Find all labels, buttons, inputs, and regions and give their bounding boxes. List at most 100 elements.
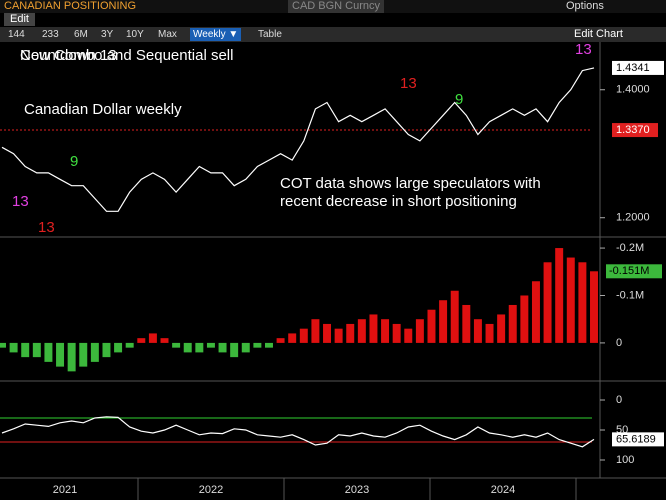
chart: 2021 2022 2023 2024 1.2000 1.4000 1.3370 1.4341… [0, 42, 666, 500]
x-tick-label: 2023 [345, 484, 369, 496]
bar [543, 262, 552, 343]
bar [357, 319, 366, 343]
bar [67, 342, 76, 372]
bar [299, 328, 308, 343]
value-box [612, 123, 658, 138]
reference-label: 1.3370 [616, 124, 650, 136]
bar [404, 328, 413, 343]
bar [381, 319, 390, 343]
count-label: 9 [70, 153, 78, 170]
last-value-box [612, 432, 664, 447]
y-tick-label: 0 [616, 394, 622, 406]
edit-menu[interactable]: Edit [4, 13, 35, 26]
bar [590, 271, 598, 343]
bar [102, 342, 111, 358]
bar [427, 309, 436, 343]
count-label: 13 [12, 193, 29, 210]
bar [369, 314, 378, 343]
bar [578, 262, 587, 343]
bar [288, 333, 297, 343]
bar [137, 338, 146, 343]
last-value-box [612, 60, 664, 75]
bar [218, 342, 227, 353]
toolbar-button[interactable]: 233 [42, 29, 59, 40]
bar [276, 338, 285, 343]
bar [566, 257, 575, 343]
bar [264, 342, 273, 348]
bar [183, 342, 192, 353]
bar [148, 333, 157, 343]
bar [32, 342, 41, 358]
y-tick-label: -0.1M [616, 289, 644, 301]
y-tick-label: 1.2000 [616, 212, 650, 224]
window-title: CANADIAN POSITIONING [4, 0, 137, 12]
bar [555, 248, 564, 343]
last-value-label: 65.6189 [616, 433, 656, 445]
toolbar-button[interactable]: 6M [74, 29, 88, 40]
bar [230, 342, 239, 358]
toolbar-button[interactable]: 144 [8, 29, 25, 40]
y-tick-label: 0 [616, 337, 622, 349]
edit-chart[interactable]: Edit Chart [574, 28, 623, 40]
count-label: 13 [38, 219, 55, 236]
options[interactable]: Options [566, 0, 604, 12]
bar [346, 323, 355, 343]
bar [114, 342, 123, 353]
bar [0, 342, 6, 348]
bar [334, 328, 343, 343]
toolbar-button[interactable]: Weekly ▼ [190, 28, 242, 41]
bar [439, 300, 448, 343]
bar [311, 319, 320, 343]
bar [9, 342, 18, 353]
bar [21, 342, 30, 358]
bar [415, 319, 424, 343]
bar [520, 295, 529, 343]
bar [450, 290, 459, 343]
x-tick-label: 2024 [491, 484, 515, 496]
annotation: Canadian Dollar weekly [24, 101, 182, 118]
bar [392, 323, 401, 343]
last-value-label: -0.151M [609, 265, 649, 277]
count-label: 13 [575, 42, 592, 58]
bar [172, 342, 181, 348]
bar [323, 323, 332, 343]
bar [44, 342, 53, 362]
y-tick-label: -0.2M [616, 242, 644, 254]
bar [241, 342, 250, 353]
bar [79, 342, 88, 367]
price-line [1, 67, 595, 212]
bar [195, 342, 204, 353]
bar [56, 342, 65, 367]
count-label: 13 [400, 75, 417, 92]
bar [531, 281, 540, 343]
bar [508, 304, 517, 343]
bar [497, 314, 506, 343]
annotation: Countdown 13 [20, 47, 117, 64]
edit-bar: Edit [0, 13, 666, 27]
bar [462, 304, 471, 343]
toolbar-button[interactable]: 3Y [101, 29, 114, 40]
annotation: recent decrease in short positioning [280, 193, 517, 210]
y-tick-label: 1.4000 [616, 84, 650, 96]
last-value-box [606, 264, 662, 279]
bar [473, 319, 482, 343]
toolbar-button[interactable]: 10Y [126, 29, 144, 40]
bar [485, 323, 494, 343]
bar [125, 342, 134, 348]
annotation: New Combo and Sequential sell [20, 47, 233, 64]
bar [160, 338, 169, 343]
price-line [1, 416, 595, 448]
count-label: 9 [455, 91, 463, 108]
y-tick-label: 100 [616, 454, 634, 466]
last-value-label: 1.4341 [616, 62, 650, 74]
toolbar-button[interactable]: Max [158, 29, 177, 40]
title-bar: CANADIAN POSITIONING CAD BGN Curncy Opti… [0, 0, 666, 13]
bar [253, 342, 262, 348]
toolbar-button[interactable]: Table [258, 29, 282, 40]
x-tick-label: 2021 [53, 484, 77, 496]
bar [206, 342, 215, 348]
annotation: COT data shows large speculators with [280, 175, 541, 192]
toolbar: Edit Chart [0, 27, 666, 42]
ticker[interactable]: CAD BGN Curncy [288, 0, 385, 13]
